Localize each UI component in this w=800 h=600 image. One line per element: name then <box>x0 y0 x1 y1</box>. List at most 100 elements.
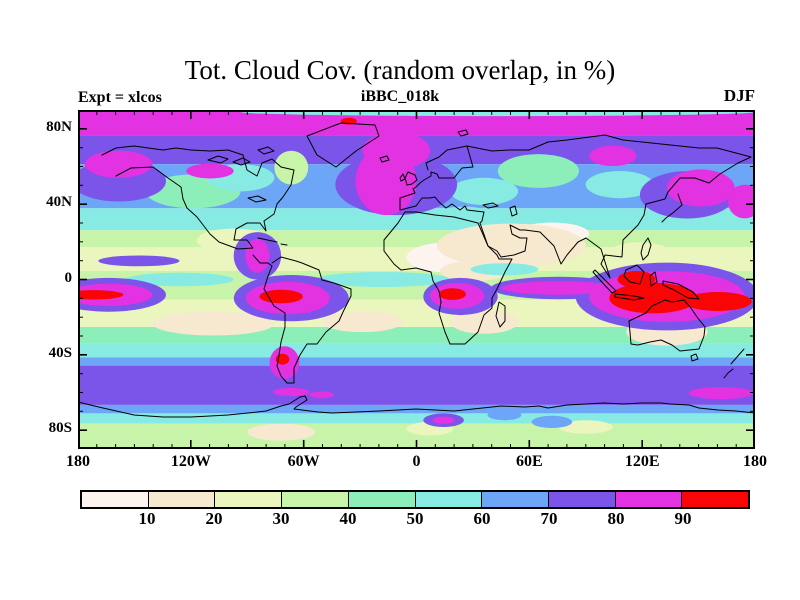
contour-blob <box>186 163 234 179</box>
coastline <box>482 202 499 209</box>
contour-band <box>78 365 755 405</box>
contour-blob <box>666 169 735 207</box>
contour-blob <box>309 391 334 399</box>
coastline <box>399 173 406 182</box>
coastline <box>495 301 506 328</box>
filled-contour-map <box>51 107 762 449</box>
contour-blob <box>273 387 310 397</box>
contour-blob <box>84 150 153 178</box>
colorbar-cell <box>214 492 282 507</box>
colorbar-tick-label: 10 <box>138 509 156 528</box>
contour-blob <box>585 171 654 199</box>
colorbar <box>80 490 750 509</box>
colorbar-cell <box>147 492 215 507</box>
coastline <box>661 193 683 223</box>
contour-blob <box>98 255 180 267</box>
coastline <box>640 237 652 261</box>
coastline <box>77 395 756 418</box>
coastline <box>252 254 352 384</box>
coastline <box>257 237 288 246</box>
contour-blob <box>247 423 315 441</box>
contour-band <box>78 343 755 358</box>
lon-tick-label: 0 <box>412 453 421 470</box>
colorbar-cell <box>681 492 749 507</box>
contour-band <box>78 413 755 424</box>
contour-blob <box>470 263 539 276</box>
colorbar-cell <box>414 492 482 507</box>
lat-tick-label: 40N <box>46 194 72 211</box>
lon-tick-label: 180 <box>66 453 90 470</box>
lat-tick-label: 80S <box>48 420 72 437</box>
lon-tick-label: 120W <box>170 453 211 470</box>
colorbar-cell <box>547 492 615 507</box>
contour-blob <box>125 272 234 287</box>
coastline <box>614 293 645 301</box>
contour-blob <box>274 150 309 185</box>
coastline <box>509 205 518 217</box>
map-frame <box>78 110 755 449</box>
coastline <box>628 299 706 352</box>
coastline <box>383 211 513 345</box>
chart-title: Tot. Cloud Cov. (random overlap, in %) <box>184 55 616 85</box>
coastline <box>247 195 267 203</box>
contour-blob <box>531 415 573 428</box>
contour-blob <box>558 420 613 434</box>
lon-tick-label: 60W <box>287 453 320 470</box>
coastline <box>592 269 617 294</box>
contour-blob <box>438 288 466 300</box>
contour-band <box>78 357 755 366</box>
contour-band <box>78 208 755 231</box>
colorbar-tick-label: 60 <box>473 509 491 528</box>
contour-blob <box>617 271 656 288</box>
contour-blob <box>62 290 124 300</box>
coastline <box>257 146 275 155</box>
colorbar-cell <box>347 492 415 507</box>
colorbar-cell <box>82 492 148 507</box>
contour-blob <box>432 416 455 424</box>
coastline <box>457 129 469 137</box>
contour-blob <box>152 311 275 336</box>
contour-blob <box>589 145 637 166</box>
contour-blob <box>321 311 403 333</box>
colorbar-tick-label: 50 <box>406 509 424 528</box>
coastline <box>379 155 390 163</box>
coastline <box>623 264 645 285</box>
lat-tick-label: 0 <box>64 269 73 286</box>
coastline <box>690 353 699 362</box>
coastline <box>306 122 380 168</box>
contour-blob <box>450 177 519 205</box>
coastline <box>207 155 229 164</box>
colorbar-cell <box>614 492 682 507</box>
contour-blob <box>688 387 754 400</box>
colorbar-cell <box>481 492 548 507</box>
coastline <box>399 134 752 279</box>
lon-tick-label: 180 <box>743 453 767 470</box>
world-map-panel <box>51 107 762 449</box>
run-id-label: iBBC_018k <box>360 88 440 105</box>
coastline <box>723 348 745 379</box>
contour-blob <box>245 238 270 273</box>
season-label: DJF <box>723 86 755 105</box>
contour-blob <box>362 132 431 170</box>
colorbar-cell <box>281 492 348 507</box>
experiment-label: Expt = xlcos <box>78 89 162 106</box>
lon-tick-label: 120E <box>624 453 660 470</box>
lat-tick-label: 40S <box>48 344 72 361</box>
colorbar-tick-label: 20 <box>205 509 223 528</box>
colorbar-tick-label: 70 <box>540 509 558 528</box>
lon-tick-label: 60E <box>515 453 543 470</box>
contour-blob <box>315 272 451 287</box>
coastline <box>649 271 658 287</box>
colorbar-tick-label: 90 <box>674 509 692 528</box>
contour-blob <box>436 223 586 268</box>
contour-blob <box>683 292 752 311</box>
colorbar-tick-label: 40 <box>339 509 357 528</box>
coastline <box>101 145 295 250</box>
contour-blob <box>497 154 579 188</box>
contour-blob <box>501 281 617 295</box>
colorbar-tick-label: 30 <box>272 509 290 528</box>
lat-tick-label: 80N <box>46 118 72 135</box>
colorbar-tick-label: 80 <box>607 509 625 528</box>
contour-blob <box>450 310 519 334</box>
